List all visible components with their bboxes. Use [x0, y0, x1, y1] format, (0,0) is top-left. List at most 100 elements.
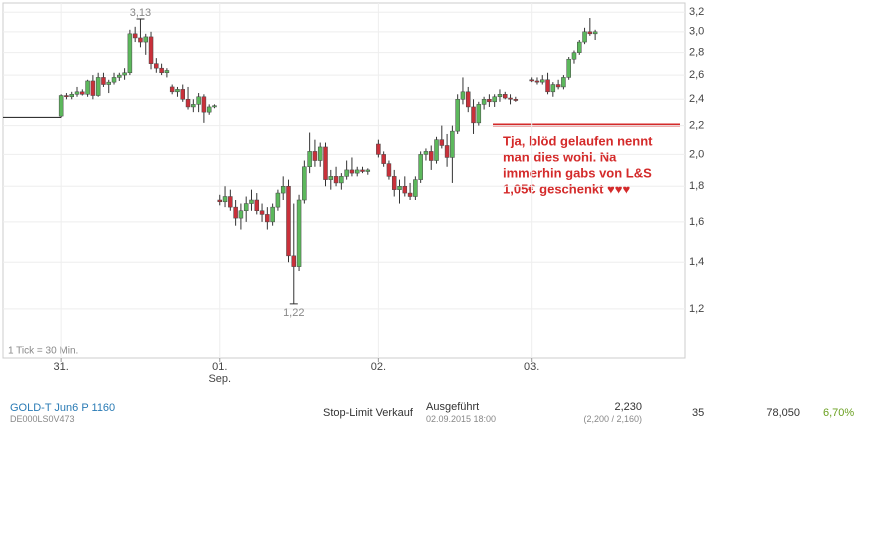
candle-body [577, 41, 582, 53]
y-tick-label: 2,4 [689, 93, 704, 105]
y-tick-label: 1,8 [689, 180, 704, 192]
candle-body [148, 36, 154, 64]
candle-body [476, 104, 482, 124]
candle-body [296, 199, 302, 267]
candle-body [423, 151, 429, 155]
y-tick-label: 2,0 [689, 148, 704, 160]
x-month-label: Sep. [208, 373, 231, 385]
candle-body [460, 91, 466, 100]
candle-body [571, 52, 577, 60]
y-tick-label: 1,2 [689, 303, 704, 315]
y-tick-label: 2,6 [689, 69, 704, 81]
y-tick-label: 2,2 [689, 120, 704, 132]
extreme-label: 1,22 [283, 307, 304, 319]
candle-body [101, 77, 106, 85]
candle-body [312, 151, 318, 161]
candle-body [185, 99, 191, 108]
status: Ausgeführt [426, 401, 480, 413]
candle-body [439, 139, 445, 146]
candle-body [212, 105, 217, 108]
candle-body [513, 99, 519, 101]
candle-body [254, 199, 260, 211]
candle-body [534, 80, 540, 83]
candle-body [164, 70, 170, 74]
candle-body [328, 176, 334, 180]
candle-body [217, 199, 223, 203]
candle-body [555, 84, 561, 88]
candle-body [540, 79, 545, 83]
y-tick-label: 2,8 [689, 47, 704, 59]
candle-body [175, 89, 180, 93]
candle-body [307, 151, 312, 168]
candle-body [265, 214, 270, 223]
candle-body [566, 58, 571, 78]
quantity: 35 [692, 407, 705, 419]
candle-body [582, 31, 587, 43]
limits: (2,200 / 2,160) [583, 414, 642, 424]
candle-body [481, 99, 487, 105]
candle-body [286, 186, 291, 257]
candle-body [64, 95, 69, 98]
candle-body [497, 94, 503, 98]
candle-body [222, 196, 228, 203]
candle-body [365, 169, 371, 172]
candle-body [391, 176, 397, 190]
candle-body [243, 203, 249, 211]
annotation-line-text: Tja, blöd gelaufen nennt [503, 133, 653, 148]
candle-body [354, 169, 360, 174]
datetime: 02.09.2015 18:00 [426, 414, 497, 424]
x-tick-label: 31. [54, 361, 69, 373]
candle-body [428, 151, 434, 161]
chart: 1 Tick = 30 Min. Tja, blöd gelaufen nenn… [2, 2, 704, 385]
instrument-name[interactable]: GOLD-T Jun6 P 1160 [10, 402, 116, 414]
candle-body [169, 86, 175, 93]
y-tick-label: 1,4 [689, 256, 704, 268]
candle-body [529, 79, 534, 82]
candle-body [471, 106, 476, 124]
annotation-line-text: man dies wohl. Na [503, 149, 617, 164]
candle-body [317, 146, 323, 161]
candle-body [349, 169, 355, 174]
x-tick-label: 01. [212, 361, 227, 373]
candle-body [143, 36, 148, 43]
candle-body [58, 95, 64, 117]
candle-body [407, 192, 413, 197]
candle-body [381, 154, 386, 164]
candle-body [418, 154, 423, 180]
annotation-line-text: immerhin gabs von L&S [503, 165, 652, 180]
candle-body [587, 31, 593, 35]
candle-body [450, 130, 455, 158]
order-type: Stop-Limit Verkauf [323, 407, 413, 419]
candle-body [80, 91, 85, 95]
extreme-label: 3,13 [130, 7, 151, 19]
candle-body [291, 255, 297, 267]
candle-body [492, 96, 497, 103]
candle-body [502, 94, 508, 99]
y-tick-label: 3,0 [689, 26, 704, 38]
candle-body [270, 206, 275, 223]
y-tick-label: 1,6 [689, 216, 704, 228]
candle-body [138, 37, 143, 43]
candle-body [275, 192, 281, 208]
candle-body [259, 210, 265, 215]
candle-body [561, 77, 566, 88]
candle-body [90, 80, 96, 96]
candle-body [238, 210, 244, 219]
candle-body [333, 176, 339, 184]
candle-body [545, 79, 550, 93]
annotation-line-text: 1,05€ geschenkt ♥♥♥ [503, 181, 630, 196]
candle-body [444, 145, 450, 158]
candle-body [233, 206, 238, 219]
candle-body [127, 33, 133, 74]
x-tick-label: 03. [524, 361, 539, 373]
isin: DE000LS0V473 [10, 414, 75, 424]
x-tick-label: 02. [371, 361, 386, 373]
candle-body [132, 33, 138, 39]
candle-body [550, 84, 556, 93]
price: 2,230 [614, 401, 642, 413]
candle-body [402, 186, 408, 194]
candle-body [508, 97, 513, 100]
candle-body [69, 94, 74, 98]
candle-body [344, 169, 349, 177]
